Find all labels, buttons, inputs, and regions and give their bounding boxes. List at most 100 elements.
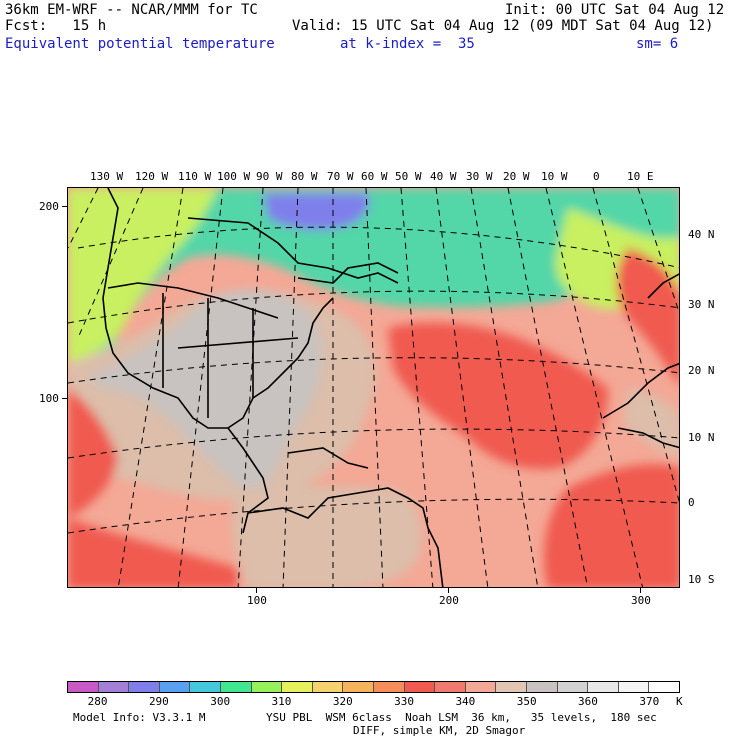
colorbar [67,681,680,693]
lat-label: 10 S [688,573,715,586]
coastline [617,427,679,449]
axis-tick [256,588,257,593]
border [162,293,299,418]
colorbar-swatch [526,682,558,692]
colorbar-swatch [343,682,374,692]
coastline [647,273,679,299]
colorbar-swatch [251,682,283,692]
grid-y-label: 200 [39,200,59,213]
lon-line [507,188,589,587]
colorbar-unit: K [676,695,683,708]
forecast-hour: Fcst: 15 h [5,18,107,34]
tan-band [232,485,422,587]
lon-label: 120 W [135,170,169,183]
colorbar-swatch [98,682,130,692]
colorbar-swatch [618,682,650,692]
lon-label: 110 W [178,170,212,183]
lon-label: 100 W [217,170,251,183]
lon-label: 60 W [361,170,388,183]
coastline [102,188,334,429]
lon-label: 50 W [395,170,422,183]
grid-x-label: 100 [247,594,267,607]
grid-x-label: 300 [631,594,651,607]
colorbar-label: 310 [271,695,292,708]
lon-label: 90 W [256,170,283,183]
colorbar-swatch [404,682,436,692]
lon-line [545,188,644,587]
lon-line [117,188,184,587]
axis-tick [62,206,67,207]
hot-band [388,322,608,469]
lat-label: 10 N [688,431,715,444]
lon-line [400,188,434,587]
colorbar-label: 360 [578,695,598,708]
lon-label: 70 W [327,170,354,183]
caribbean-islands [287,447,369,469]
lon-line [282,188,299,587]
grid-y-label: 100 [39,392,59,405]
lon-label: 40 W [430,170,457,183]
axis-tick [640,588,641,593]
coastline [247,487,444,587]
cold-pool [263,193,370,230]
coastlines [102,188,679,587]
lon-line [592,188,679,503]
lon-label: 10 E [627,170,654,183]
axis-tick [62,398,67,399]
lon-label: 10 W [541,170,568,183]
colorbar-swatch [68,682,99,692]
diffusion-options: DIFF, simple KM, 2D Smagor [353,724,526,737]
colorbar-swatch [649,682,679,692]
lon-line [637,188,679,314]
lat-line [77,226,679,269]
colorbar-label: 280 [87,695,108,708]
cool-band [68,188,679,388]
lon-label: 0 [593,170,600,183]
colorbar-swatch [435,682,466,692]
lon-label: 20 W [503,170,530,183]
lat-label: 0 [688,496,695,509]
theta-e-field [68,188,679,587]
colorbar-swatch [588,682,619,692]
colorbar-label: 340 [455,695,476,708]
valid-time: Valid: 15 UTC Sat 04 Aug 12 (09 MDT Sat … [292,18,714,34]
lon-label: 80 W [291,170,318,183]
colorbar-label: 370 [639,695,660,708]
grid-x-label: 200 [439,594,459,607]
lat-label: 30 N [688,298,715,311]
lon-line [237,188,264,587]
lon-line [365,188,384,587]
border [187,217,399,284]
lon-label: 30 W [466,170,493,183]
hot-band [68,388,118,518]
model-title: 36km EM-WRF -- NCAR/MMM for TC [5,2,258,18]
lon-label: 130 W [90,170,124,183]
hot-band [68,518,238,587]
graticule [68,188,679,587]
colorbar-swatch [373,682,405,692]
smoothing-label: sm= 6 [636,36,679,52]
gray-continent [88,289,322,498]
coastline [297,262,399,284]
colorbar-swatch [496,682,527,692]
colorbar-swatch [159,682,191,692]
tan-band [623,388,679,458]
field-name: Equivalent potential temperature [5,36,275,52]
colorbar-swatch [282,682,313,692]
colorbar-swatch [220,682,252,692]
model-info: Model Info: V3.3.1 M [73,711,206,724]
coastline [602,362,679,419]
vertical-level: at k-index = 35 [340,36,475,52]
colorbar-swatch [465,682,497,692]
physics-options: YSU PBL WSM 6class Noah LSM 36 km, 35 le… [266,711,657,724]
colorbar-swatch [129,682,160,692]
lon-line [435,188,489,587]
colorbar-label: 350 [516,695,537,708]
map-panel [67,187,680,588]
lon-line [68,188,99,249]
colorbar-label: 290 [148,695,169,708]
lon-line [470,188,539,587]
lat-label: 40 N [688,228,715,241]
colorbar-swatch [312,682,344,692]
colorbar-swatch [557,682,589,692]
